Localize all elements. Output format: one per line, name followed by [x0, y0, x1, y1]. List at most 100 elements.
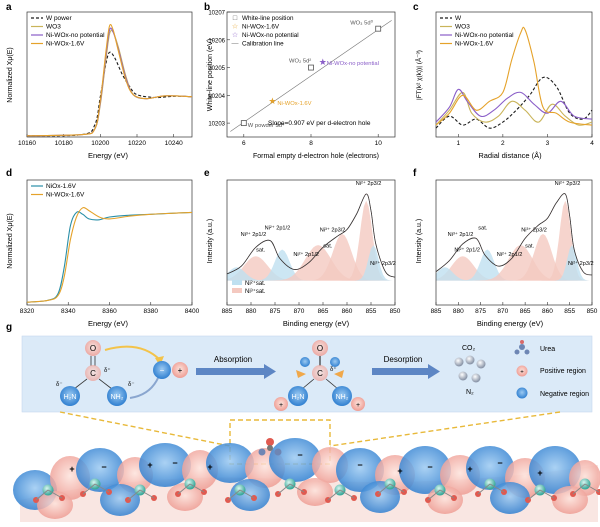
positive-sign-surface: + [467, 464, 472, 474]
desorption-label: Desorption [384, 355, 423, 364]
y-tick-label-b: 10204 [208, 94, 225, 100]
x-tick-label-f: 865 [520, 308, 531, 315]
slope-annotation: Slope=0.907 eV per d-electron hole [268, 120, 371, 127]
x-tick-label-c: 4 [590, 140, 594, 147]
legend-label-c: WO3 [455, 24, 470, 31]
positive-lobe [297, 478, 333, 506]
peak-label-f: Ni³⁺ 2p3/2 [521, 227, 547, 234]
positive-site-left-sign: + [279, 402, 283, 409]
peak-label-f: sat. [525, 243, 534, 249]
peak-label-e: Ni²⁺ 2p1/2 [293, 251, 319, 258]
surface-bond [377, 483, 391, 495]
zoom-line-right [329, 411, 561, 447]
cn-bond-left-2 [301, 378, 315, 390]
series-line-c-1 [435, 91, 593, 126]
x-tick-label-d: 8400 [185, 308, 200, 315]
x-tick-label-d: 8340 [61, 308, 76, 315]
cn-bond-left [73, 378, 88, 390]
legend-negative-swatch [516, 387, 528, 399]
x-tick-label-e: 880 [246, 308, 257, 315]
negative-sign-surface: − [427, 462, 432, 472]
delta-plus-c: δ⁺ [104, 367, 111, 374]
plot-frame-a [26, 11, 193, 138]
legend-symbol-b: ☆ [232, 31, 238, 39]
axis-label-c-y: |FT(k² χ(k))| (Å⁻³) [414, 50, 423, 100]
negative-sign-surface: − [497, 458, 502, 468]
x-tick-label-e: 885 [222, 308, 233, 315]
data-point-b-star: ★ [268, 96, 276, 106]
carbon-label-2: C [317, 369, 323, 378]
fit-component-e [227, 267, 395, 281]
x-tick-label-a: 10160 [18, 140, 36, 147]
fit-component-f [436, 245, 592, 281]
nitrogen-atom-right [107, 386, 127, 406]
co2-molecule-2 [465, 355, 475, 365]
positive-sign-surface: + [397, 466, 402, 476]
peak-label-e: Ni³⁺ 2p1/2 [241, 231, 267, 238]
panel-letter-a: a [6, 2, 12, 13]
series-line-d-0 [26, 211, 193, 303]
y-tick-label-b: 10205 [208, 66, 225, 72]
co2-label: CO₂ [462, 345, 476, 352]
x-tick-label-d: 8320 [20, 308, 35, 315]
legend-label-d: NiOx-1.6V [46, 183, 77, 190]
plot-frame-f [435, 179, 593, 306]
adsorbed-oxygen [266, 438, 274, 446]
axis-label-a-y: Normalized Xμ(E) [7, 47, 14, 102]
peak-label-f: Ni²⁺ 2p1/2 [454, 247, 480, 254]
peak-label-e: sat. [323, 243, 332, 249]
axis-label-a-x: Energy (eV) [88, 151, 129, 160]
positive-site-left [274, 397, 288, 411]
x-tick-label-b: 8 [309, 140, 313, 147]
peak-label-f: Ni²⁺ 2p1/2 [497, 251, 523, 258]
nitrogen-atom-left [60, 386, 80, 406]
peak-label-f: Ni²⁺ 2p3/2 [568, 260, 594, 267]
nitrogen-atom-right-2 [332, 386, 352, 406]
curved-arrow-bottom [129, 377, 159, 399]
oxygen-label: O [90, 344, 96, 353]
series-line-a-0 [26, 51, 193, 137]
surface-bond [277, 483, 291, 495]
positive-sign: + [178, 366, 183, 375]
point-label-b: WO₂ 5d² [289, 59, 311, 65]
surface-bond [572, 483, 586, 495]
surface-bond [189, 483, 205, 493]
co2-molecule-1 [454, 357, 464, 367]
co2-molecule-3 [476, 359, 486, 369]
legend-label-a: W power [46, 15, 72, 22]
surface-bond [389, 483, 405, 493]
surface-bond [127, 489, 141, 501]
plot-frame-d [26, 179, 193, 306]
legend-symbol-b: — [232, 41, 239, 48]
x-tick-label-f: 885 [431, 308, 442, 315]
legend-swatch-e [232, 288, 242, 293]
legend-symbol-b: ☆ [232, 23, 238, 31]
data-point-b [240, 120, 247, 127]
urea-molecule-left: O C δ⁺ H₂N δ⁻ NH₂ δ⁻ [56, 340, 135, 406]
carbon-atom-2 [312, 365, 328, 381]
axis-label-f-y: Intensity (a.u.) [416, 219, 423, 263]
delta-minus-right: δ⁻ [128, 382, 135, 388]
x-tick-label-d: 8380 [144, 308, 159, 315]
fit-component-e [227, 245, 395, 281]
legend-label-b: Calibration line [242, 41, 284, 48]
y-tick-label-b: 10207 [208, 11, 225, 17]
x-tick-label-e: 855 [366, 308, 377, 315]
legend-label-b: White-line position [242, 15, 294, 22]
negative-region-blob [153, 361, 171, 379]
negative-lobe [139, 443, 191, 487]
plot-frame-e [226, 179, 396, 306]
zoom-line-left [59, 411, 231, 447]
panel-g: O C δ⁺ H₂N δ⁻ NH₂ δ⁻ − + Absorption [13, 335, 600, 522]
plot-frame-c [435, 11, 593, 138]
absorption-label: Absorption [214, 355, 252, 364]
urea-legend-icon [514, 340, 530, 355]
surface-bond [539, 489, 555, 499]
surface-bond [177, 483, 191, 495]
cn-bond-right [98, 378, 113, 390]
negative-lobe [466, 446, 514, 490]
x-tick-label-e: 865 [318, 308, 329, 315]
series-line-d-1 [26, 206, 193, 303]
